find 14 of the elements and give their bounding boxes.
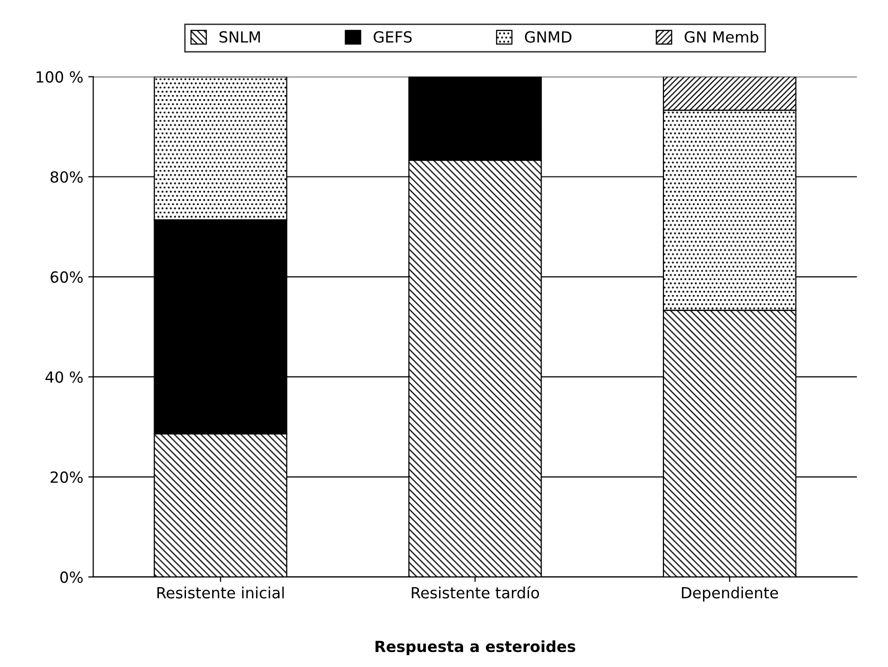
y-tick-label: 80% — [50, 171, 83, 183]
x-tick-label: Dependiente — [682, 586, 778, 602]
x-tick-label: Resistente tardío — [412, 586, 539, 599]
legend-label: GN Memb — [684, 30, 758, 43]
y-tick-label: 40 % — [45, 371, 83, 383]
x-tick-label: Resistente inicial — [157, 586, 284, 599]
legend-label: GNMD — [524, 31, 572, 43]
legend-label: GEFS — [374, 31, 412, 43]
y-tick-label: 20% — [50, 471, 83, 483]
y-tick-label: 100 % — [36, 71, 83, 83]
legend-label: SNLM — [220, 31, 260, 43]
y-tick-label: 0% — [60, 571, 83, 583]
x-axis-title: Respuesta a esteroides — [376, 640, 576, 656]
y-tick-label: 60% — [50, 271, 83, 283]
